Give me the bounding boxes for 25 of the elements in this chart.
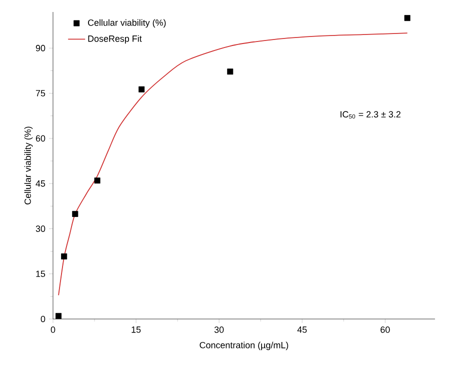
y-tick-label: 90 xyxy=(36,44,46,52)
y-tick-label: 75 xyxy=(36,90,46,96)
y-tick-label: 0 xyxy=(40,316,46,322)
y-tick-label: 45 xyxy=(36,180,46,187)
x-tick-label: 30 xyxy=(214,326,224,333)
point xyxy=(404,15,410,22)
point xyxy=(56,312,62,319)
point xyxy=(138,86,145,92)
legend-label: Cellular viability (%) xyxy=(88,19,166,28)
y-tick-label: 15 xyxy=(36,270,46,277)
x-tick-label: 45 xyxy=(297,326,307,333)
x-tick-label: 0 xyxy=(50,326,56,333)
y-tick-label: 60 xyxy=(36,135,46,142)
annotation: IC$_{50}$ = 2.3 ± 3.2 xyxy=(340,111,400,119)
point xyxy=(227,68,234,75)
x-tick-label: 15 xyxy=(132,326,141,333)
point xyxy=(94,178,100,184)
line-series xyxy=(58,32,408,296)
x-tick-label: 60 xyxy=(380,326,390,333)
x-axis-title: Concentration (µg/mL) xyxy=(200,342,288,350)
y-tick-label: 30 xyxy=(36,226,46,232)
y-axis-title: Cellular viability (%) xyxy=(24,126,33,204)
legend-label: DoseResp Fit xyxy=(88,35,142,44)
point xyxy=(72,210,78,217)
point xyxy=(61,253,68,260)
